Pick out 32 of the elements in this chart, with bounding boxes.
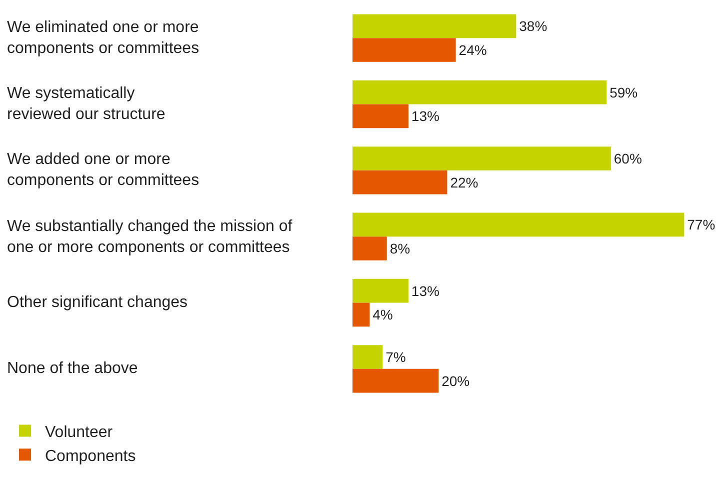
data-label: 20% <box>442 372 470 389</box>
bar <box>352 236 387 260</box>
data-label: 4% <box>372 306 393 323</box>
data-label: 13% <box>411 282 440 299</box>
bar <box>352 14 516 38</box>
y-tick-label: We added one or more components or committees <box>7 151 200 189</box>
y-tick-label: We eliminated one or more components or committees <box>7 19 200 57</box>
bar <box>352 80 607 104</box>
data-label: 38% <box>519 18 548 34</box>
data-label: 7% <box>386 349 406 366</box>
data-label: 60% <box>614 150 642 167</box>
bar <box>352 212 684 237</box>
data-label: 77% <box>687 216 716 233</box>
y-tick-label: Other significant changes <box>7 294 188 311</box>
y-tick-label: None of the above <box>7 360 138 377</box>
bar <box>352 278 408 303</box>
legend-label: Components <box>45 448 136 465</box>
legend-label: Volunteer <box>45 424 114 442</box>
bar <box>352 368 439 393</box>
data-label: 22% <box>450 174 478 190</box>
bar <box>352 345 383 369</box>
bar <box>352 170 448 194</box>
data-label: 59% <box>610 84 638 100</box>
y-tick-label: We systematically reviewed our structure <box>7 85 166 123</box>
data-label: 24% <box>458 42 487 58</box>
bar <box>352 104 408 128</box>
data-label: 13% <box>411 108 440 124</box>
bar <box>352 302 370 327</box>
y-tick-label: We substantially changed the mission of one or more components or committees <box>7 218 293 256</box>
data-label: 8% <box>390 240 410 256</box>
bar <box>352 38 456 62</box>
bar <box>352 146 611 170</box>
